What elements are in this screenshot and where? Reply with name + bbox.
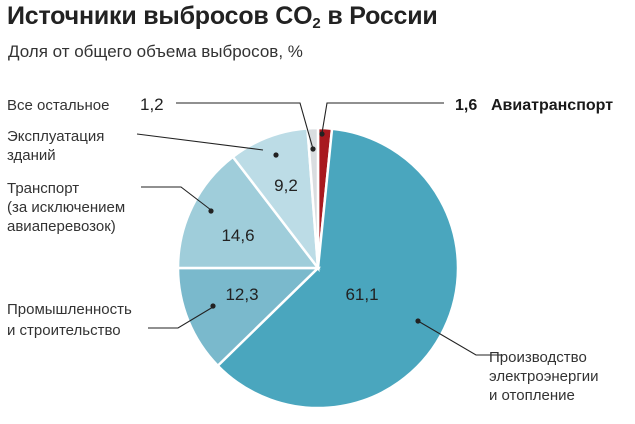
leader-dot [273,152,279,158]
leader-line [141,186,212,211]
slice-label-aviation-name: Авиатранспорт [491,97,613,114]
leader-line [136,133,264,151]
pie-slice [216,127,460,410]
slice-label-energy: Производство электроэнергии и отопление [489,349,599,404]
leader-dot [208,208,214,214]
pie-slice [176,266,322,368]
chart-title: Источники выбросов CO2 в России [7,2,438,32]
slice-value-label: 61,1 [345,285,378,304]
slice-value-label: 9,2 [274,176,298,195]
leader-dot [310,146,316,152]
pie-slice [176,155,321,270]
slice-value-other: 1,2 [140,95,164,114]
slice-label-transport: Транспорт (за исключением авиаперевозок) [7,180,125,235]
slice-label-buildings: Эксплуатация зданий [7,128,104,164]
slice-label-industry: Промышленность и строительство [7,301,132,339]
leader-line [417,320,503,356]
leader-dot [415,318,421,324]
leader-line [321,102,444,134]
leader-dot [210,303,216,309]
leader-line [176,102,314,150]
chart-subtitle: Доля от общего объема выбросов, % [8,42,303,61]
slice-label-aviation: 1,6 [455,97,477,114]
slice-value-label: 12,3 [225,285,258,304]
slice-value-label: 14,6 [221,226,254,245]
slice-label-other: Все остальное [7,97,109,114]
pie-slice [231,127,320,273]
leader-dot [319,131,325,137]
leader-line [148,306,214,329]
